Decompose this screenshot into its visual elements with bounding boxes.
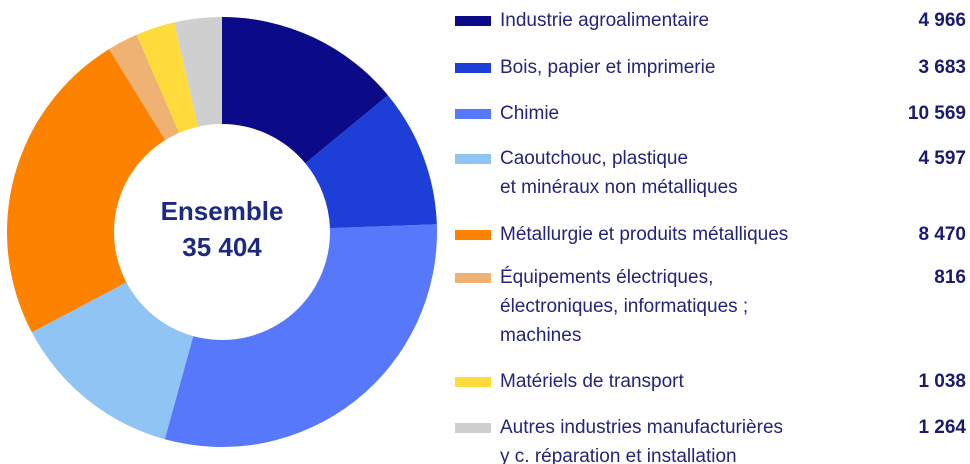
donut: Ensemble 35 404	[7, 17, 438, 448]
slice	[164, 224, 438, 448]
legend-swatch	[455, 273, 491, 283]
legend-label: Caoutchouc, plastique et minéraux non mé…	[500, 148, 738, 198]
value-label: 10 569	[907, 103, 966, 124]
value-label: 816	[934, 267, 966, 288]
value-label: 1 038	[918, 371, 966, 392]
legend-swatch	[455, 154, 491, 164]
value-label: 3 683	[918, 57, 966, 78]
value-label: 4 966	[918, 10, 966, 31]
legend-label: Équipements électriques, électroniques, …	[500, 267, 749, 346]
slice	[305, 95, 437, 229]
legend-swatch	[455, 423, 491, 433]
legend-swatch	[455, 63, 491, 73]
legend-label: Bois, papier et imprimerie	[500, 57, 716, 78]
legend-label: Chimie	[500, 103, 560, 124]
legend-swatch	[455, 377, 491, 387]
slice	[222, 17, 388, 164]
value-label: 1 264	[918, 417, 966, 438]
slice	[109, 34, 180, 141]
center-title: Ensemble	[161, 196, 284, 226]
legend-swatch	[455, 16, 491, 26]
value-label: 8 470	[918, 224, 966, 245]
legend-swatch	[455, 230, 491, 240]
value-label: 4 597	[918, 148, 966, 169]
center-total: 35 404	[182, 232, 262, 262]
legend-swatch	[455, 109, 491, 119]
slice	[7, 49, 166, 333]
legend-label: Métallurgie et produits métalliques	[500, 224, 789, 245]
slice	[174, 17, 222, 127]
slice	[136, 22, 198, 133]
slice	[31, 282, 194, 440]
legend-label: Industrie agroalimentaire	[500, 10, 710, 31]
legend-label: Autres industries manufacturières y c. r…	[500, 417, 784, 464]
legend-label: Matériels de transport	[500, 371, 684, 392]
